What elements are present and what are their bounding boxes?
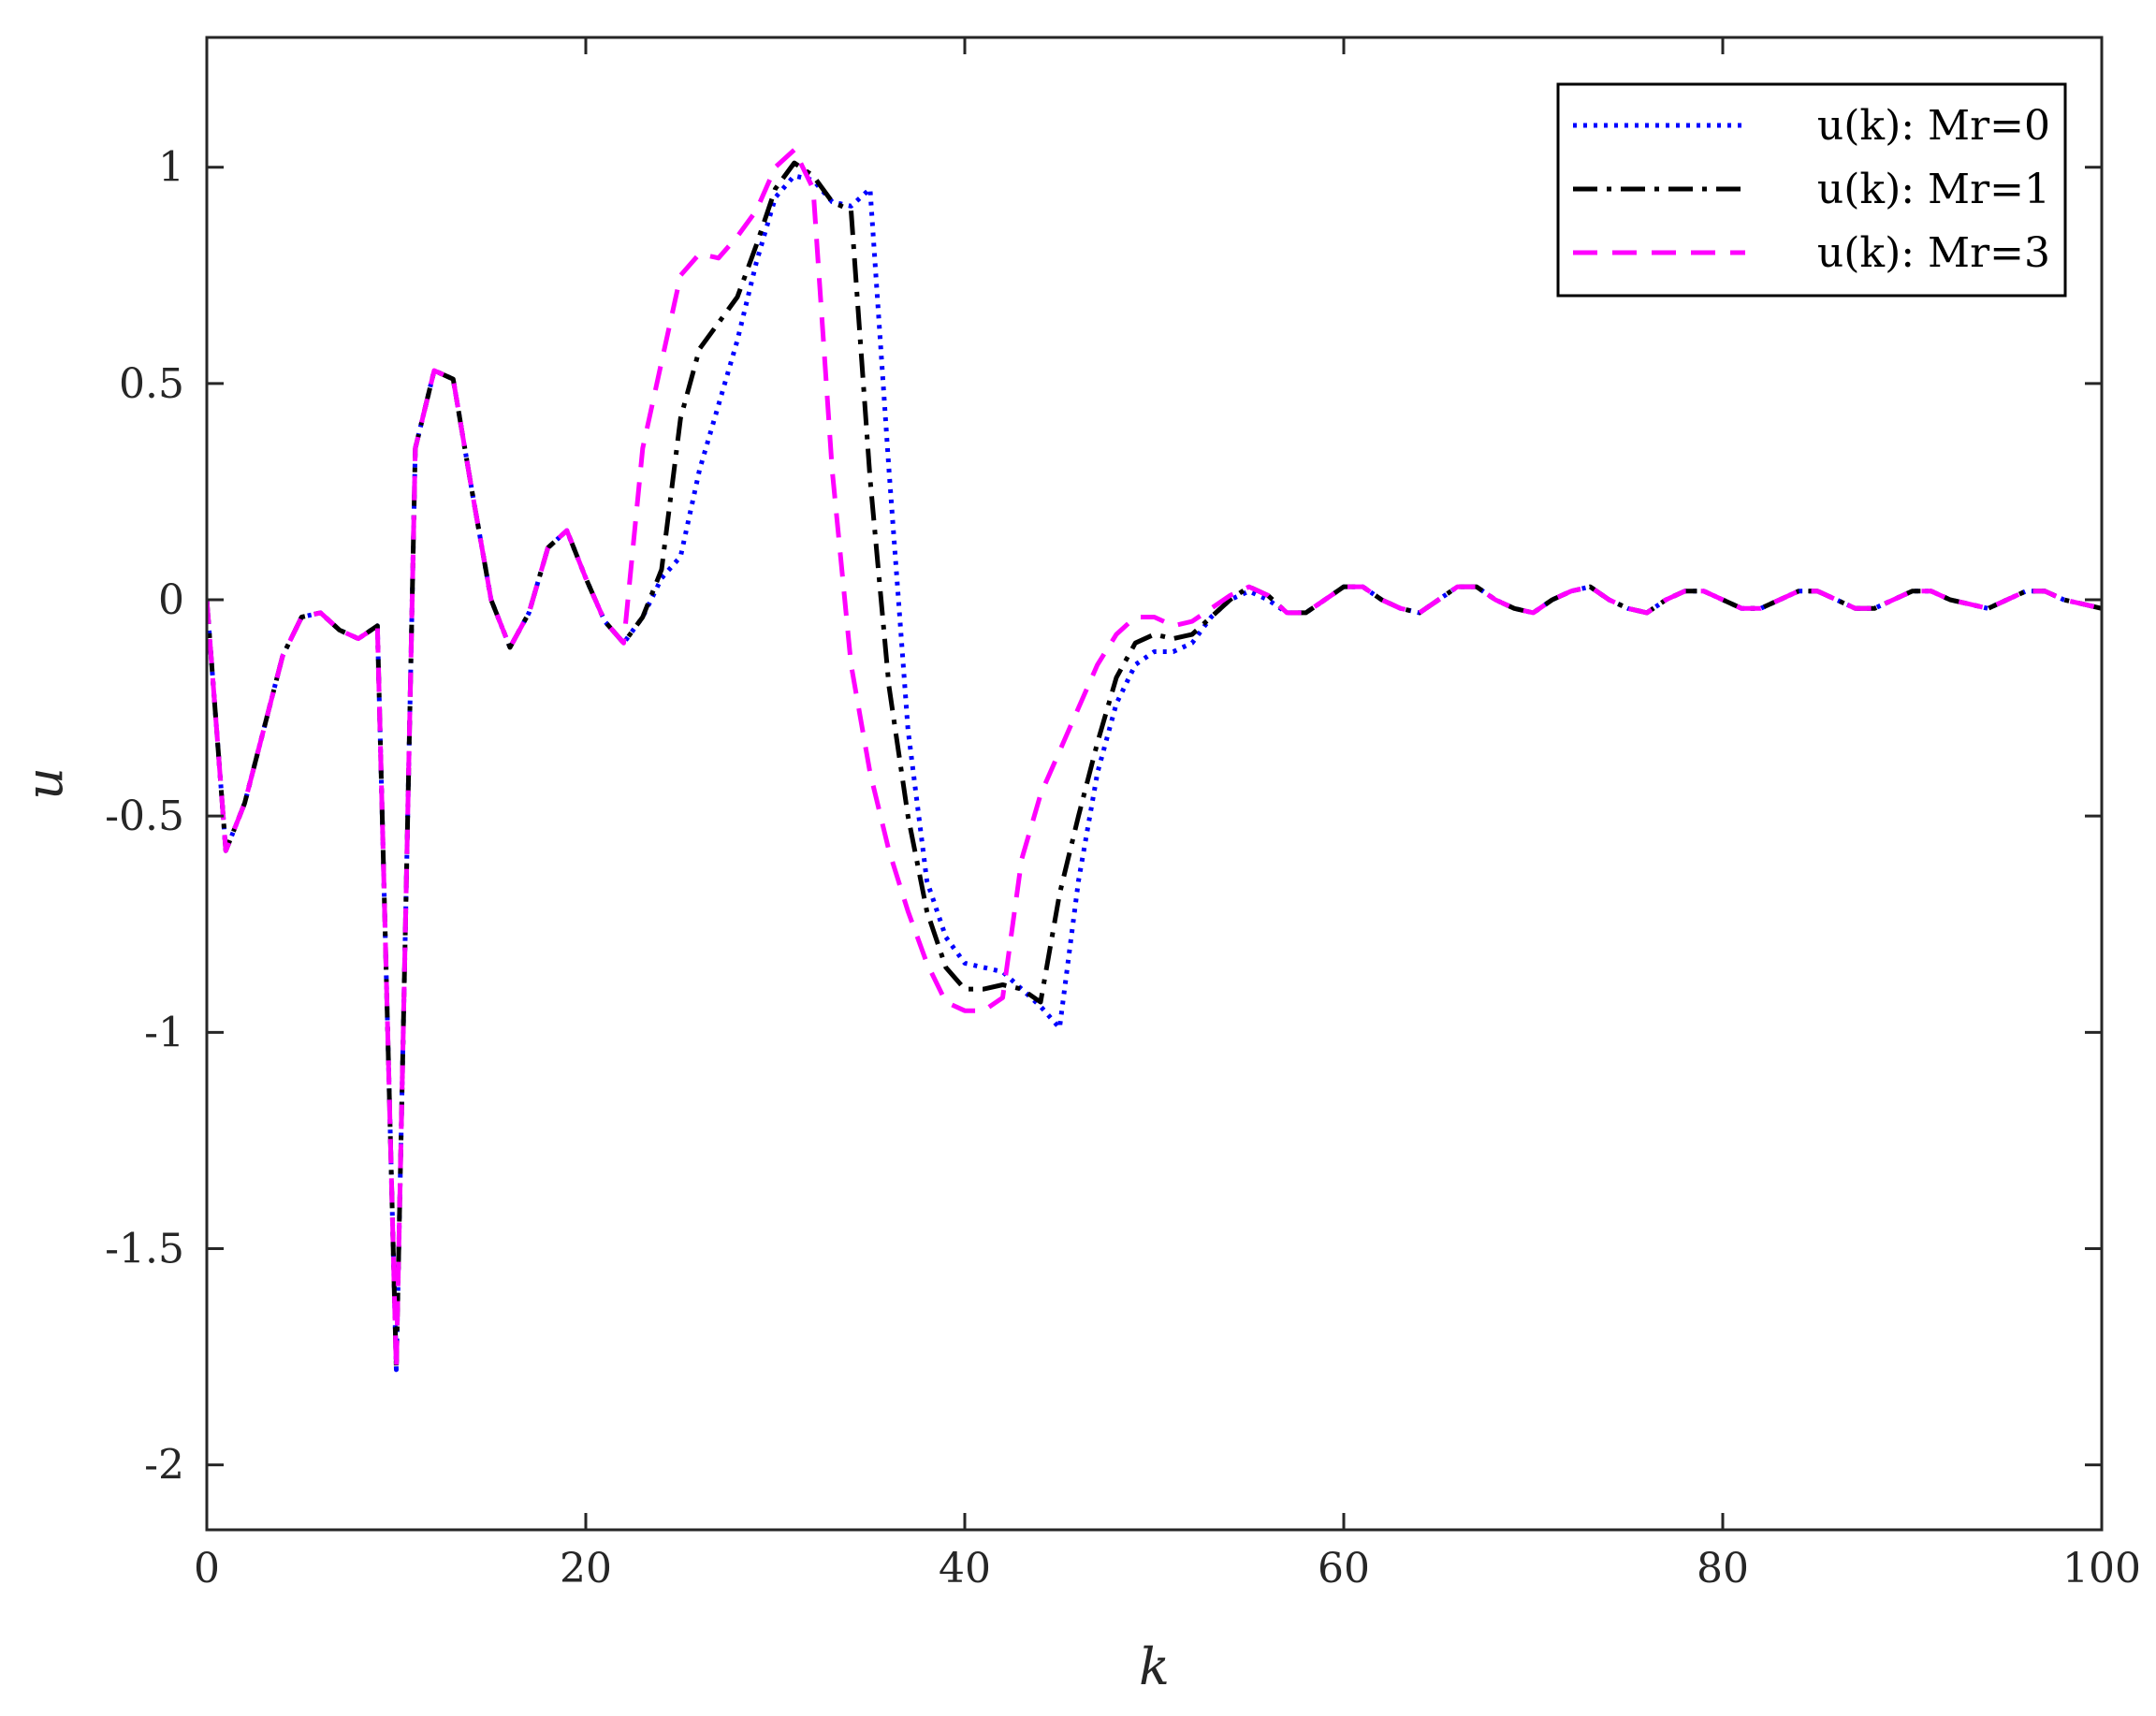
legend-label-1: u(k): Mr=1 <box>1817 166 2050 213</box>
legend-label-2: u(k): Mr=3 <box>1817 229 2050 277</box>
y-tick-label: -2 <box>144 1442 184 1490</box>
y-axis-label: u <box>15 767 74 800</box>
y-tick-label: -1 <box>144 1009 184 1056</box>
y-tick-label: 0 <box>158 576 184 624</box>
x-tick-label: 100 <box>2062 1545 2141 1592</box>
x-tick-label: 60 <box>1318 1545 1370 1592</box>
y-tick-label: -0.5 <box>105 793 184 840</box>
series-line-0 <box>207 173 2102 1373</box>
plot-area <box>207 147 2102 1373</box>
x-tick-label: 40 <box>939 1545 991 1592</box>
x-tick-label: 80 <box>1697 1545 1749 1592</box>
axes: 0 20 40 60 80 100 -2 -1.5 -1 -0.5 0 0.5 1 k u <box>15 36 2141 1696</box>
x-tick-label: 0 <box>194 1545 220 1592</box>
legend: u(k): Mr=0 u(k): Mr=1 u(k): Mr=3 <box>1556 82 2067 298</box>
legend-label-0: u(k): Mr=0 <box>1817 102 2050 150</box>
y-tick-label: 1 <box>158 144 184 192</box>
y-tick-label: -1.5 <box>105 1225 184 1272</box>
series-line-2 <box>207 147 2102 1373</box>
x-axis-label: k <box>1139 1637 1170 1696</box>
y-tick-label: 0.5 <box>119 360 184 408</box>
x-tick-label: 20 <box>560 1545 612 1592</box>
axes-box <box>205 36 2104 1532</box>
